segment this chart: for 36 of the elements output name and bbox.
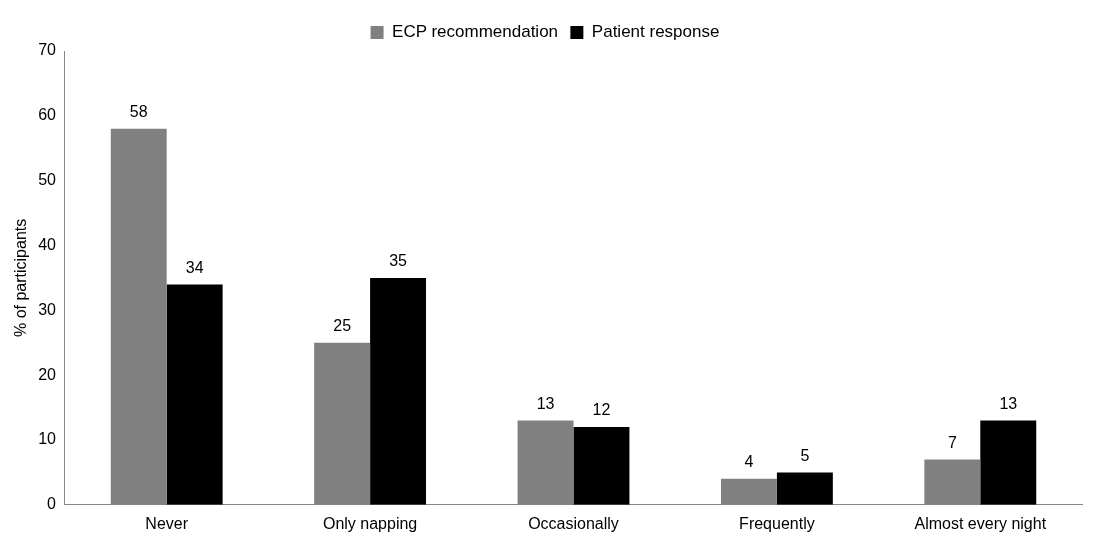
legend-label: ECP recommendation — [392, 22, 559, 42]
y-tick-label: 10 — [38, 430, 57, 448]
x-tick-label: Never — [145, 514, 189, 532]
data-label: 12 — [592, 401, 611, 419]
data-label: 13 — [999, 394, 1018, 412]
data-label: 13 — [536, 394, 555, 412]
bar — [776, 472, 833, 505]
bar — [370, 277, 427, 505]
legend-label: Patient response — [591, 22, 720, 42]
y-tick-label: 0 — [47, 495, 57, 513]
data-label: 25 — [333, 317, 352, 335]
x-tick-label: Only napping — [322, 514, 418, 532]
data-label: 35 — [389, 252, 408, 270]
data-label: 58 — [129, 103, 148, 121]
x-tick-label: Almost every night — [914, 514, 1047, 532]
bar — [314, 342, 371, 505]
y-tick-label: 50 — [38, 171, 57, 189]
data-label: 4 — [744, 453, 754, 471]
y-tick-label: 20 — [38, 365, 57, 383]
bar — [573, 427, 630, 505]
bar — [924, 459, 981, 505]
x-tick-label: Occasionally — [528, 514, 619, 532]
bar — [166, 284, 223, 505]
bar — [980, 420, 1037, 505]
x-tick-label: Frequently — [739, 514, 815, 532]
bar — [517, 420, 574, 505]
y-axis-title: % of participants — [12, 218, 30, 338]
y-tick-label: 40 — [38, 235, 57, 253]
y-tick-label: 60 — [38, 106, 57, 124]
y-tick-label: 70 — [38, 41, 57, 59]
data-label: 34 — [185, 258, 204, 276]
data-label: 7 — [947, 433, 957, 451]
y-tick-label: 30 — [38, 300, 57, 318]
bar — [720, 478, 777, 505]
data-label: 5 — [800, 446, 810, 464]
bar — [110, 128, 167, 505]
